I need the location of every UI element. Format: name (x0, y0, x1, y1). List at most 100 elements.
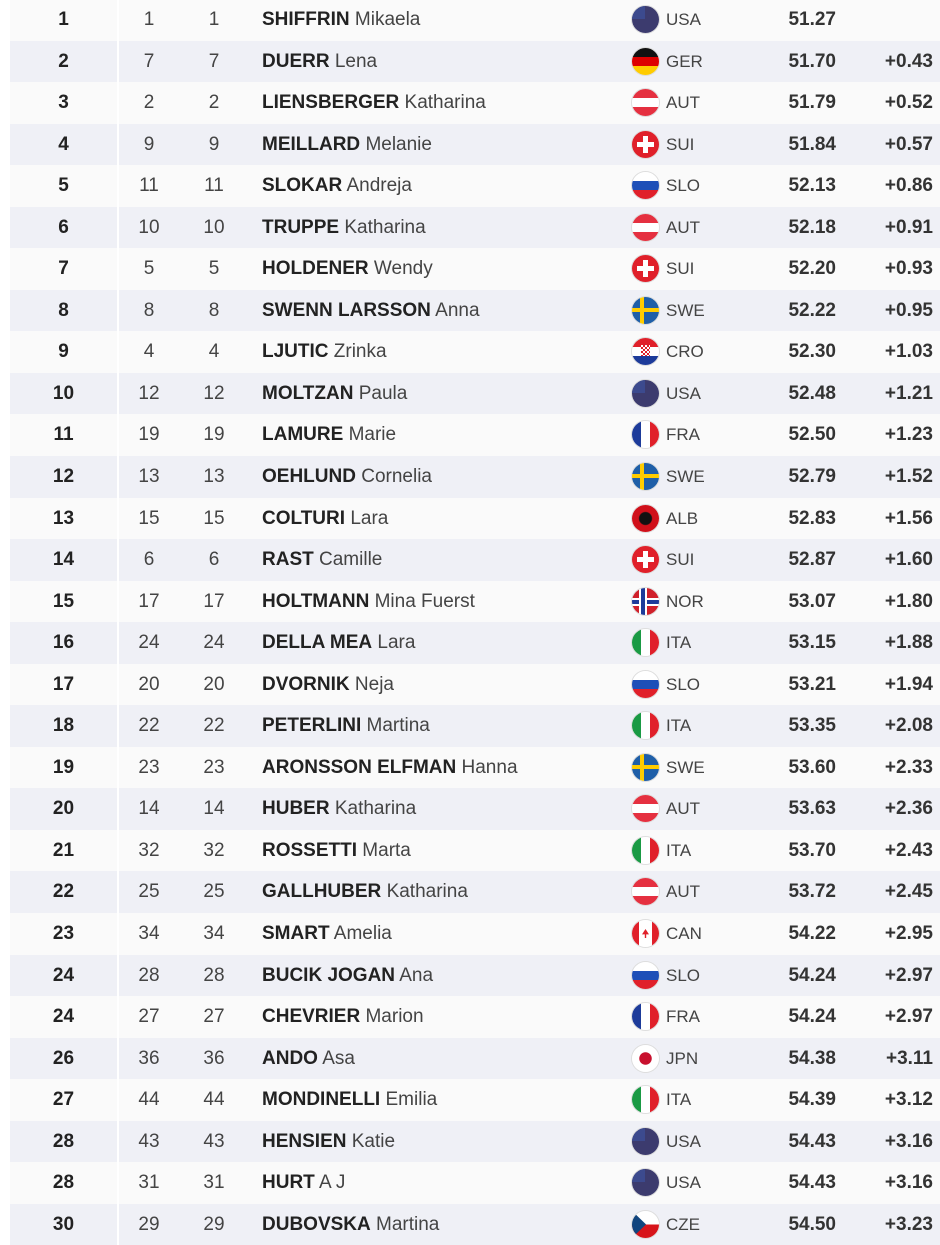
athlete-name[interactable]: LIENSBERGER Katharina (262, 82, 486, 124)
athlete-name[interactable]: GALLHUBER Katharina (262, 871, 468, 913)
table-row[interactable]: 24 28 28 BUCIK JOGAN Ana SLO 54.24 +2.97 (10, 954, 940, 997)
table-row[interactable]: 28 43 43 HENSIEN Katie USA 54.43 +3.16 (10, 1120, 940, 1163)
rank: 17 (52, 673, 75, 695)
athlete-name[interactable]: DUERR Lena (262, 41, 377, 83)
athlete-first-name: Marion (365, 1006, 424, 1028)
nation-code: USA (666, 383, 701, 403)
run-time: 53.07 (788, 590, 836, 612)
run-time: 52.30 (788, 341, 836, 363)
athlete-last-name: OEHLUND (262, 466, 356, 488)
table-row[interactable]: 14 6 6 RAST Camille SUI 52.87 +1.60 (10, 539, 940, 581)
table-row[interactable]: 24 27 27 CHEVRIER Marion FRA 54.24 +2.97 (10, 996, 940, 1038)
table-row[interactable]: 21 32 32 ROSSETTI Marta ITA 53.70 +2.43 (10, 829, 940, 872)
athlete-name[interactable]: LAMURE Marie (262, 414, 396, 456)
athlete-name[interactable]: RAST Camille (262, 539, 382, 581)
athlete-name[interactable]: DELLA MEA Lara (262, 622, 415, 664)
flag-ita-icon (632, 629, 659, 657)
rank: 7 (58, 258, 69, 280)
table-row[interactable]: 19 23 23 ARONSSON ELFMAN Hanna SWE 53.60… (10, 746, 940, 789)
flag-ita-icon (632, 836, 659, 864)
run-time: 53.60 (788, 756, 836, 778)
athlete-name[interactable]: DUBOVSKA Martina (262, 1204, 439, 1245)
athlete-name[interactable]: COLTURI Lara (262, 498, 388, 540)
athlete-name[interactable]: MEILLARD Melanie (262, 124, 432, 166)
start-number: 14 (203, 798, 225, 820)
athlete-name[interactable]: SHIFFRIN Mikaela (262, 0, 420, 41)
athlete-name[interactable]: SLOKAR Andreja (262, 165, 412, 207)
rank: 27 (52, 1089, 75, 1111)
table-row[interactable]: 20 14 14 HUBER Katharina AUT 53.63 +2.36 (10, 788, 940, 830)
athlete-last-name: MONDINELLI (262, 1089, 381, 1111)
table-row[interactable]: 4 9 9 MEILLARD Melanie SUI 51.84 +0.57 (10, 123, 940, 166)
athlete-name[interactable]: OEHLUND Cornelia (262, 456, 432, 498)
table-row[interactable]: 16 24 24 DELLA MEA Lara ITA 53.15 +1.88 (10, 622, 940, 664)
table-row[interactable]: 1 1 1 SHIFFRIN Mikaela USA 51.27 (10, 0, 940, 41)
athlete-name[interactable]: BUCIK JOGAN Ana (262, 955, 433, 997)
table-row[interactable]: 17 20 20 DVORNIK Neja SLO 53.21 +1.94 (10, 663, 940, 706)
table-row[interactable]: 11 19 19 LAMURE Marie FRA 52.50 +1.23 (10, 414, 940, 457)
run-time: 52.48 (788, 382, 836, 404)
nation-code: AUT (666, 217, 700, 237)
rank: 20 (52, 798, 75, 820)
athlete-first-name: Katharina (386, 881, 468, 903)
nation-code: SWE (666, 757, 705, 777)
athlete-name[interactable]: DVORNIK Neja (262, 664, 394, 706)
athlete-first-name: Lena (334, 50, 378, 72)
table-row[interactable]: 23 34 34 SMART Amelia CAN 54.22 +2.95 (10, 913, 940, 955)
table-row[interactable]: 28 31 31 HURT A J USA 54.43 +3.16 (10, 1162, 940, 1204)
athlete-first-name: Paula (358, 382, 408, 404)
athlete-name[interactable]: SWENN LARSSON Anna (262, 290, 480, 332)
athlete-name[interactable]: MONDINELLI Emilia (262, 1079, 437, 1121)
table-row[interactable]: 2 7 7 DUERR Lena GER 51.70 +0.43 (10, 40, 940, 83)
athlete-name[interactable]: MOLTZAN Paula (262, 373, 407, 415)
time-difference: +0.86 (884, 175, 933, 197)
table-row[interactable]: 10 12 12 MOLTZAN Paula USA 52.48 +1.21 (10, 372, 940, 415)
athlete-last-name: HOLTMANN (262, 590, 370, 612)
table-row[interactable]: 7 5 5 HOLDENER Wendy SUI 52.20 +0.93 (10, 248, 940, 290)
flag-swe-icon (632, 753, 659, 781)
start-number: 24 (203, 632, 225, 654)
table-row[interactable]: 8 8 8 SWENN LARSSON Anna SWE 52.22 +0.95 (10, 289, 940, 332)
athlete-name[interactable]: SMART Amelia (262, 913, 392, 955)
athlete-name[interactable]: PETERLINI Martina (262, 705, 430, 747)
athlete-name[interactable]: ANDO Asa (262, 1038, 355, 1080)
athlete-name[interactable]: CHEVRIER Marion (262, 996, 424, 1038)
bib-number: 5 (143, 258, 155, 280)
athlete-name[interactable]: ROSSETTI Marta (262, 830, 411, 872)
nation-code: CAN (666, 924, 702, 944)
athlete-name[interactable]: HENSIEN Katie (262, 1121, 395, 1163)
run-time: 53.21 (788, 673, 836, 695)
athlete-last-name: COLTURI (262, 507, 346, 529)
bib-number: 27 (138, 1006, 160, 1028)
start-number: 23 (203, 756, 225, 778)
table-row[interactable]: 13 15 15 COLTURI Lara ALB 52.83 +1.56 (10, 497, 940, 540)
nation-code: USA (666, 1131, 701, 1151)
table-row[interactable]: 9 4 4 LJUTIC Zrinka CRO 52.30 +1.03 (10, 331, 940, 373)
time-difference: +1.80 (884, 590, 933, 612)
table-row[interactable]: 18 22 22 PETERLINI Martina ITA 53.35 +2.… (10, 705, 940, 747)
time-difference: +2.45 (884, 881, 933, 903)
table-row[interactable]: 22 25 25 GALLHUBER Katharina AUT 53.72 +… (10, 871, 940, 914)
rank: 24 (52, 1006, 75, 1028)
bib-number: 19 (138, 424, 160, 446)
table-row[interactable]: 15 17 17 HOLTMANN Mina Fuerst NOR 53.07 … (10, 580, 940, 623)
rank: 11 (53, 424, 74, 446)
athlete-name[interactable]: LJUTIC Zrinka (262, 331, 387, 373)
athlete-name[interactable]: ARONSSON ELFMAN Hanna (262, 747, 518, 789)
time-difference: +3.23 (884, 1213, 933, 1235)
athlete-name[interactable]: TRUPPE Katharina (262, 207, 426, 249)
athlete-name[interactable]: HURT A J (262, 1162, 345, 1204)
table-row[interactable]: 5 11 11 SLOKAR Andreja SLO 52.13 +0.86 (10, 165, 940, 207)
athlete-name[interactable]: HUBER Katharina (262, 788, 416, 830)
time-difference: +2.43 (884, 839, 933, 861)
table-row[interactable]: 6 10 10 TRUPPE Katharina AUT 52.18 +0.91 (10, 206, 940, 249)
table-row[interactable]: 3 2 2 LIENSBERGER Katharina AUT 51.79 +0… (10, 82, 940, 124)
flag-fra-icon (632, 1003, 659, 1031)
table-row[interactable]: 30 29 29 DUBOVSKA Martina CZE 54.50 +3.2… (10, 1203, 940, 1245)
athlete-name[interactable]: HOLTMANN Mina Fuerst (262, 581, 475, 623)
table-row[interactable]: 26 36 36 ANDO Asa JPN 54.38 +3.11 (10, 1037, 940, 1080)
table-row[interactable]: 27 44 44 MONDINELLI Emilia ITA 54.39 +3.… (10, 1079, 940, 1121)
athlete-name[interactable]: HOLDENER Wendy (262, 248, 433, 290)
table-row[interactable]: 12 13 13 OEHLUND Cornelia SWE 52.79 +1.5… (10, 456, 940, 498)
run-time: 52.50 (788, 424, 836, 446)
